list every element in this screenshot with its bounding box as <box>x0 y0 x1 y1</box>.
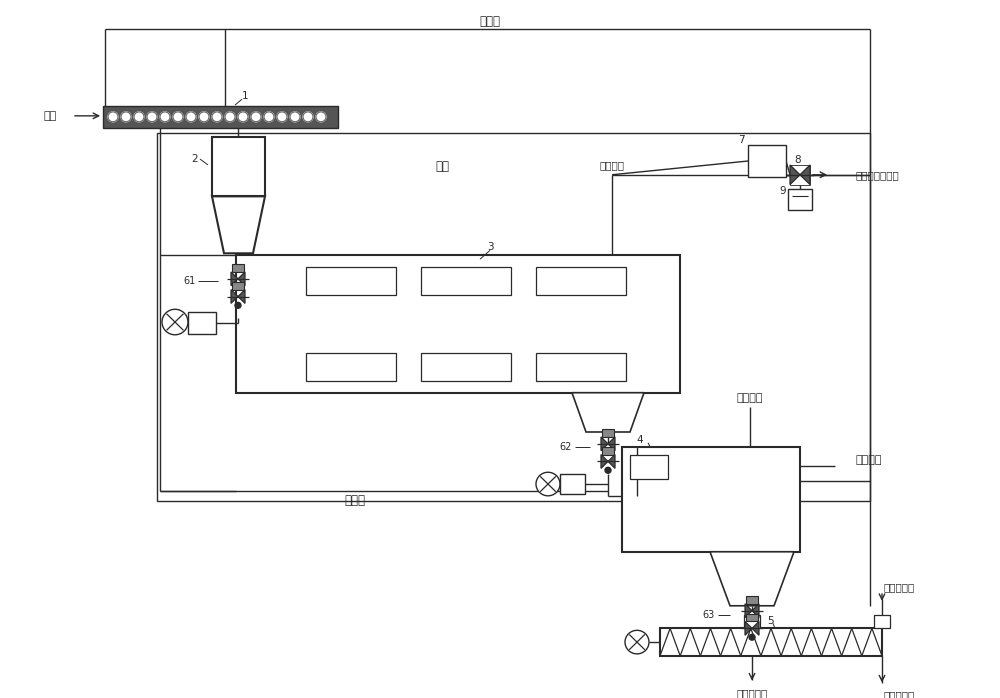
Polygon shape <box>745 621 752 635</box>
Circle shape <box>160 112 170 121</box>
Bar <box>306 353 396 381</box>
Circle shape <box>749 634 755 640</box>
Polygon shape <box>608 437 615 451</box>
Bar <box>236 255 680 393</box>
Text: 61: 61 <box>184 276 196 285</box>
Circle shape <box>121 112 131 121</box>
Circle shape <box>303 112 313 121</box>
Bar <box>232 282 244 290</box>
Bar <box>622 447 800 552</box>
Bar <box>630 454 668 479</box>
Circle shape <box>251 112 261 121</box>
Text: 63: 63 <box>703 609 715 620</box>
Bar <box>232 264 244 272</box>
Bar <box>746 614 758 621</box>
Circle shape <box>290 112 300 121</box>
Circle shape <box>605 468 611 473</box>
Circle shape <box>199 112 209 121</box>
Circle shape <box>316 112 326 121</box>
Polygon shape <box>608 454 615 468</box>
Text: 飛灰: 飛灰 <box>44 111 57 121</box>
Circle shape <box>625 630 649 654</box>
Bar <box>560 474 585 494</box>
Circle shape <box>277 112 287 121</box>
Bar <box>874 615 890 628</box>
Bar <box>306 267 396 295</box>
Bar <box>748 145 786 177</box>
Text: 7: 7 <box>738 135 745 145</box>
Circle shape <box>238 112 248 121</box>
Text: 4: 4 <box>637 435 643 445</box>
Polygon shape <box>745 604 752 618</box>
Text: 密封氣體: 密封氣體 <box>737 393 763 403</box>
Circle shape <box>264 112 274 121</box>
Circle shape <box>536 473 560 496</box>
Polygon shape <box>231 290 238 304</box>
Circle shape <box>235 302 241 309</box>
Bar <box>188 312 216 334</box>
Polygon shape <box>601 437 608 451</box>
Text: 9: 9 <box>779 186 786 196</box>
Bar <box>602 447 614 454</box>
Text: 2: 2 <box>191 154 198 164</box>
Polygon shape <box>601 454 608 468</box>
Bar <box>660 628 882 656</box>
Polygon shape <box>238 290 245 304</box>
Text: 8: 8 <box>795 155 801 165</box>
Bar <box>212 138 265 196</box>
Bar <box>746 596 758 604</box>
Text: 尾氣: 尾氣 <box>435 161 449 173</box>
Circle shape <box>147 112 157 121</box>
Text: 處理后飛灰: 處理后飛灰 <box>884 690 915 698</box>
Text: 1: 1 <box>242 91 248 101</box>
Text: 62: 62 <box>560 442 572 452</box>
Bar <box>421 353 511 381</box>
Bar <box>536 353 626 381</box>
Circle shape <box>225 112 235 121</box>
Polygon shape <box>572 393 644 432</box>
Circle shape <box>173 112 183 121</box>
Text: 密封氣體: 密封氣體 <box>600 160 624 170</box>
Bar <box>421 267 511 295</box>
Bar <box>602 429 614 437</box>
Polygon shape <box>710 552 794 606</box>
Circle shape <box>134 112 144 121</box>
Circle shape <box>212 112 222 121</box>
Text: 冷卻水出水: 冷卻水出水 <box>736 688 768 698</box>
Text: 密封氣體: 密封氣體 <box>855 456 882 466</box>
Circle shape <box>186 112 196 121</box>
Text: 冷卻水進水: 冷卻水進水 <box>884 582 915 592</box>
Bar <box>536 267 626 295</box>
Text: 5: 5 <box>767 616 773 625</box>
Polygon shape <box>752 604 759 618</box>
Polygon shape <box>212 196 265 253</box>
Text: 導熱油: 導熱油 <box>344 494 366 507</box>
Circle shape <box>108 112 118 121</box>
Bar <box>788 188 812 210</box>
Circle shape <box>162 309 188 335</box>
Polygon shape <box>800 165 810 184</box>
Bar <box>157 133 870 500</box>
Bar <box>790 165 810 184</box>
Polygon shape <box>790 165 800 184</box>
Polygon shape <box>238 272 245 285</box>
Text: 導熱油: 導熱油 <box>480 15 501 28</box>
Text: 3: 3 <box>487 242 493 253</box>
Text: 分離束后的尾氣: 分離束后的尾氣 <box>855 170 899 180</box>
Polygon shape <box>231 272 238 285</box>
Polygon shape <box>752 621 759 635</box>
Bar <box>103 106 338 128</box>
Bar <box>744 615 760 628</box>
